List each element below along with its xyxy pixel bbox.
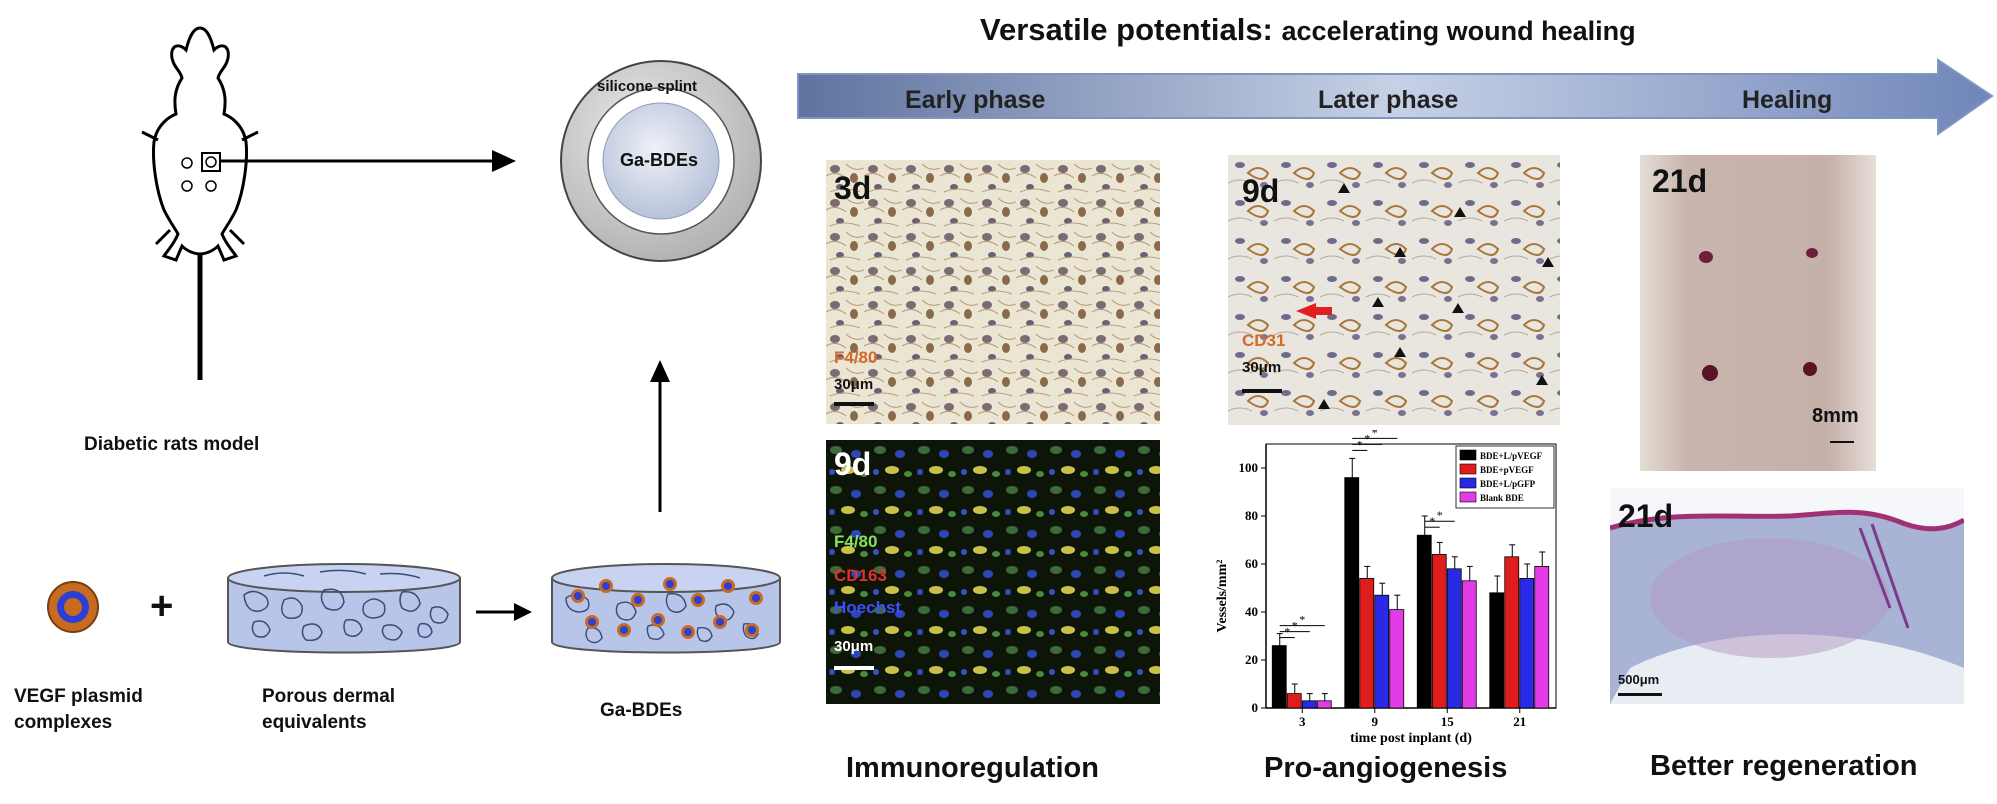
legend-label: Blank BDE (1480, 493, 1524, 503)
bar-3-21 (1534, 565, 1550, 709)
legend-label: BDE+pVEGF (1480, 465, 1534, 475)
legend-swatch (1459, 491, 1477, 503)
x-tick-label: 15 (1441, 714, 1455, 729)
panel1-scalebar (834, 402, 874, 406)
panel1-scale: 30μm (834, 376, 874, 393)
vessel-density-bar-chart: 0 20 40 60 80 100 Vessels/mm² 3 9 15 21 time post i… (1215, 430, 1557, 746)
bar-0-15 (1416, 534, 1432, 709)
significance-star: * (1372, 430, 1378, 439)
legend-label: BDE+L/pGFP (1480, 479, 1536, 489)
bar-1-15 (1431, 554, 1447, 709)
timeline-arrow (797, 58, 1994, 136)
panel3-scale: 30μm (1242, 359, 1282, 376)
phase-later: Later phase (1318, 86, 1459, 114)
x-tick-label: 3 (1299, 714, 1306, 729)
panel2-scalebar (834, 666, 874, 670)
x-axis-label: time post inplant (d) (1350, 731, 1472, 746)
panel3-stain: CD31 (1242, 331, 1286, 350)
fluorescence-texture (826, 440, 1160, 704)
porous-label-1: Porous dermal (262, 686, 396, 707)
legend-swatch (1459, 463, 1477, 475)
micrograph-3d-f480: 3d F4/80 30μm (826, 160, 1160, 424)
title-main: Versatile potentials: (980, 12, 1273, 47)
panel2-stain-f480: F4/80 (834, 532, 878, 551)
plot-frame (1265, 443, 1557, 709)
panel5-scale: 500μm (1618, 672, 1660, 687)
y-tick-label: 40 (1245, 604, 1258, 619)
skin-photo-texture (1640, 155, 1876, 471)
y-tick-label: 60 (1245, 556, 1258, 571)
center-gabdes-label: Ga-BDEs (620, 150, 699, 170)
bar-3-9 (1389, 609, 1405, 709)
bar-0-21 (1489, 592, 1505, 709)
panel2-day: 9d (834, 446, 872, 482)
legend-label: BDE+L/pVEGF (1480, 451, 1543, 461)
silicone-splint-illustration (560, 60, 762, 262)
tissue-texture (826, 160, 1160, 424)
x-tick-label: 21 (1513, 714, 1526, 729)
arrow-right-small-icon (476, 603, 532, 621)
arrow-up-icon (650, 360, 670, 512)
rat-model-label: Diabetic rats model (84, 434, 260, 455)
main-title: Versatile potentials: accelerating wound… (980, 12, 1636, 48)
vegf-plasmid-icon (47, 581, 99, 633)
arrow-right-icon (220, 150, 516, 172)
y-tick-label: 20 (1245, 652, 1258, 667)
panel5-scalebar (1618, 693, 1662, 696)
porous-scaffold-illustration (227, 563, 461, 654)
bar-2-15 (1446, 568, 1462, 709)
panel2-scale: 30μm (834, 638, 874, 655)
micrograph-9d-cd31: 9d CD31 30μm (1228, 155, 1560, 425)
y-tick-label: 100 (1239, 460, 1259, 475)
micrograph-9d-fluorescence: 9d F4/80 CD163 Hoechst 30μm (826, 440, 1160, 704)
panel1-day: 3d (834, 170, 872, 206)
tissue-texture-cd31 (1228, 155, 1560, 425)
bar-2-3 (1301, 700, 1317, 709)
ga-bdes-label: Ga-BDEs (600, 700, 683, 721)
caption-pro-angiogenesis: Pro-angiogenesis (1264, 752, 1508, 784)
histology-texture (1610, 509, 1964, 704)
y-tick-label: 0 (1252, 700, 1259, 715)
vegf-label-2: complexes (14, 712, 113, 733)
bar-2-21 (1519, 577, 1535, 709)
phase-healing: Healing (1742, 86, 1833, 114)
splint-label: silicone splint (597, 78, 698, 95)
bar-2-9 (1374, 594, 1390, 709)
legend-swatch (1459, 477, 1477, 489)
panel4-scale: 8mm (1812, 405, 1859, 427)
bar-0-9 (1344, 477, 1360, 709)
y-axis-label: Vessels/mm² (1215, 560, 1230, 633)
panel4-scalebar (1830, 441, 1854, 443)
bar-0-3 (1271, 645, 1287, 709)
panel2-stain-cd163: CD163 (834, 566, 887, 585)
panel5-day: 21d (1618, 498, 1674, 534)
ga-bdes-illustration (551, 563, 781, 654)
photo-21d-wound: 21d 8mm (1640, 155, 1876, 471)
caption-better-regeneration: Better regeneration (1650, 750, 1918, 782)
y-tick-label: 80 (1245, 508, 1258, 523)
bar-3-3 (1316, 700, 1332, 709)
bar-1-3 (1286, 693, 1302, 709)
phase-early: Early phase (905, 86, 1046, 114)
panel4-day: 21d (1652, 163, 1708, 199)
micrograph-21d-histology: 21d 500μm (1610, 488, 1964, 704)
significance-star: * (1437, 508, 1443, 522)
panel3-scalebar (1242, 389, 1282, 393)
porous-label-2: equivalents (262, 712, 367, 733)
title-sub: accelerating wound healing (1281, 16, 1636, 46)
caption-immunoregulation: Immunoregulation (846, 752, 1099, 784)
panel1-stain: F4/80 (834, 348, 878, 367)
rat-outline-illustration (141, 26, 259, 380)
bar-1-21 (1504, 556, 1520, 709)
bar-3-15 (1461, 580, 1477, 709)
plus-sign: + (150, 584, 174, 628)
bar-1-9 (1359, 577, 1375, 709)
significance-star: * (1299, 613, 1305, 627)
panel2-stain-hoechst: Hoechst (834, 598, 902, 617)
panel3-day: 9d (1242, 173, 1280, 209)
x-tick-label: 9 (1372, 714, 1379, 729)
vegf-label-1: VEGF plasmid (14, 686, 143, 707)
legend-swatch (1459, 449, 1477, 461)
